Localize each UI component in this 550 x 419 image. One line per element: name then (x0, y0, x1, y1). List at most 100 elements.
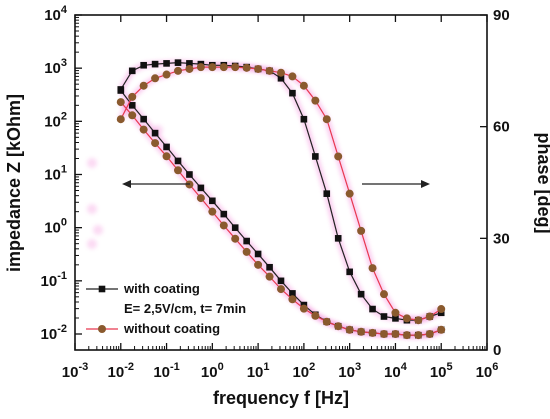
data-point-square (277, 74, 285, 82)
data-point-circle (128, 111, 137, 120)
data-point-square (277, 277, 285, 285)
data-point-circle (322, 115, 331, 124)
legend-label: without coating (123, 321, 220, 336)
y-left-tick-label: 101 (44, 163, 67, 183)
data-point-circle (368, 264, 377, 273)
data-point-circle (139, 81, 148, 90)
data-point-circle (391, 308, 400, 317)
x-axis-title: frequency f [Hz] (213, 388, 349, 408)
data-point-square (128, 102, 136, 109)
y-axis-left-title: impedance Z [kOhm] (4, 94, 24, 272)
data-point-circle (139, 125, 148, 134)
data-point-circle (311, 96, 320, 105)
data-point-square (369, 305, 376, 313)
glow-artifact (87, 158, 97, 168)
data-point-square (254, 250, 262, 258)
data-point-circle (425, 312, 434, 321)
data-point-square (323, 190, 331, 197)
data-point-circle (196, 63, 205, 72)
data-point-square (346, 268, 353, 276)
x-tick-label: 105 (430, 361, 453, 381)
data-point-circle (208, 63, 217, 72)
data-point-circle (425, 329, 434, 338)
legend-label: E= 2,5V/cm, t= 7min (124, 301, 246, 316)
data-point-circle (231, 234, 240, 243)
data-point-circle (402, 331, 411, 340)
x-tick-label: 106 (476, 361, 499, 381)
data-point-circle (437, 325, 446, 334)
data-point-circle (379, 329, 388, 338)
data-point-square (174, 157, 182, 165)
y-left-tick-label: 10-1 (41, 270, 67, 290)
legend-marker-circle (98, 325, 106, 333)
data-point-square (289, 290, 296, 297)
data-point-circle (116, 115, 125, 124)
x-tick-label: 104 (384, 361, 408, 381)
glow-artifact (87, 239, 97, 249)
data-point-circle (196, 194, 205, 203)
legend-marker-square (98, 285, 106, 293)
data-point-square (151, 129, 159, 137)
data-point-circle (254, 260, 263, 269)
data-point-square (209, 197, 216, 205)
data-point-circle (345, 325, 354, 334)
data-point-circle (276, 68, 285, 77)
data-point-circle (299, 81, 308, 90)
y-left-tick-label: 102 (44, 110, 67, 130)
data-point-square (186, 171, 193, 178)
data-point-circle (276, 285, 285, 294)
x-tick-label: 103 (338, 361, 361, 381)
data-point-circle (402, 314, 411, 323)
data-point-circle (174, 166, 183, 175)
data-point-circle (242, 247, 251, 256)
y-right-tick-label: 30 (493, 230, 510, 247)
x-tick-label: 10-1 (153, 361, 179, 381)
data-point-square (300, 115, 308, 123)
data-point-circle (231, 63, 240, 72)
data-point-circle (116, 98, 125, 107)
x-tick-label: 101 (247, 361, 270, 381)
data-point-square (174, 59, 182, 66)
data-point-circle (357, 226, 366, 235)
y-right-tick-label: 90 (493, 7, 510, 24)
y-left-tick-label: 104 (44, 4, 68, 24)
data-point-square (312, 153, 319, 160)
glow-artifact (93, 225, 103, 235)
data-point-circle (311, 311, 320, 320)
data-point-square (220, 210, 228, 218)
data-point-square (289, 89, 296, 97)
data-point-circle (379, 290, 388, 299)
data-point-circle (334, 152, 343, 161)
data-point-circle (414, 331, 423, 340)
data-point-square (163, 143, 170, 151)
data-point-circle (265, 66, 274, 75)
data-point-circle (322, 317, 331, 326)
data-point-square (231, 224, 239, 231)
data-point-circle (208, 207, 217, 216)
data-point-square (197, 184, 205, 192)
y-left-tick-label: 10-2 (41, 323, 67, 343)
data-point-square (117, 86, 125, 93)
data-point-circle (162, 152, 171, 161)
data-point-square (243, 237, 250, 245)
data-point-circle (299, 304, 308, 313)
data-point-circle (128, 92, 137, 101)
data-point-circle (345, 189, 354, 198)
data-point-circle (437, 305, 446, 314)
data-point-circle (357, 327, 366, 336)
data-point-square (357, 290, 365, 298)
data-point-square (334, 235, 342, 242)
data-point-square (151, 60, 159, 68)
y-axis-right-title: phase [deg] (534, 132, 550, 233)
data-point-circle (265, 272, 274, 281)
y-right-tick-label: 0 (493, 342, 501, 359)
data-point-square (186, 60, 193, 67)
data-point-circle (391, 329, 400, 338)
x-tick-label: 100 (201, 361, 224, 381)
data-point-square (392, 315, 399, 322)
legend-label: with coating (123, 281, 200, 296)
data-point-circle (288, 72, 297, 81)
arrow-left-icon (122, 180, 131, 188)
